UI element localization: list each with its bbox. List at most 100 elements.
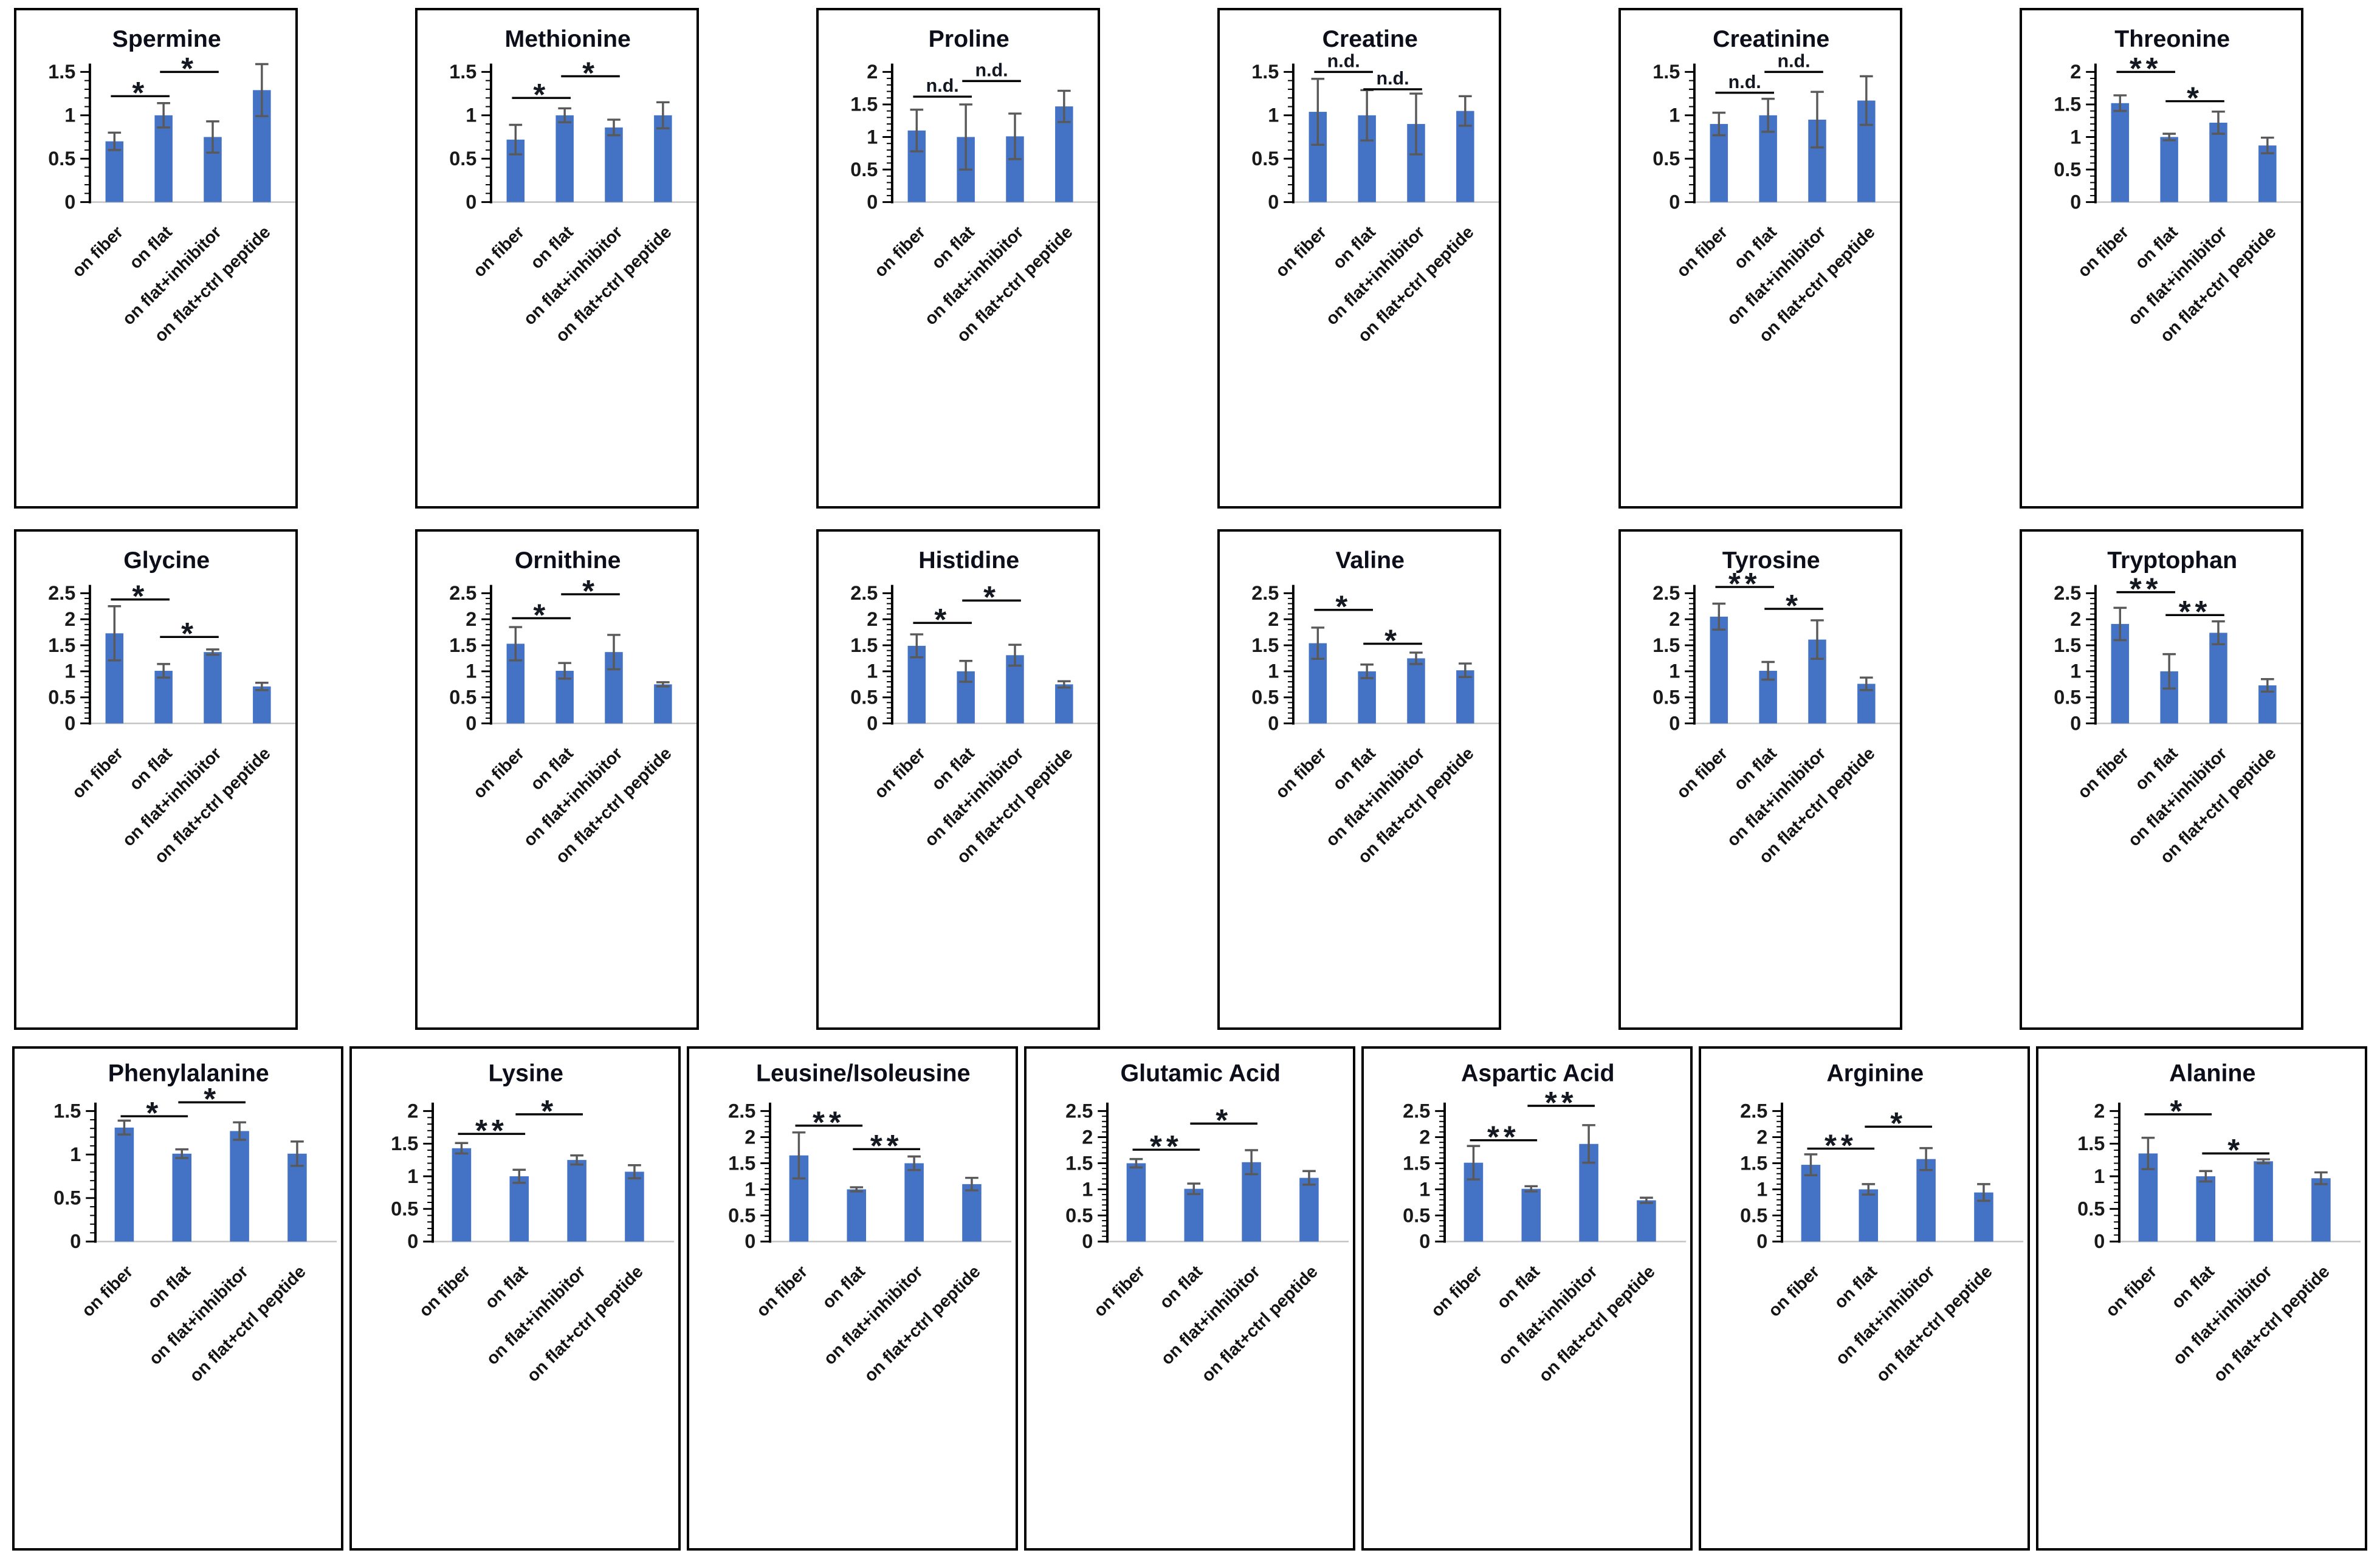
- significance-marker: *: [178, 1082, 246, 1116]
- bar-on-flat-ctrl-peptide: [962, 1184, 982, 1242]
- significance-marker: **: [1715, 566, 1774, 601]
- error-bar: [907, 1155, 921, 1171]
- y-tick-label: 0.5: [1251, 148, 1279, 170]
- y-tick-label: 0: [2070, 712, 2081, 734]
- significance-marker: n.d.: [1715, 72, 1774, 94]
- significance-label: **: [1825, 1128, 1857, 1162]
- significance-label: *: [204, 1082, 220, 1116]
- y-tick-label: 1.5: [2054, 634, 2081, 656]
- significance-label: *: [1335, 589, 1352, 624]
- y-tick-label: 2: [1669, 608, 1680, 630]
- error-bar: [157, 663, 170, 679]
- y-tick-label: 1.5: [1653, 634, 1680, 656]
- error-bar: [255, 63, 269, 117]
- category-label: on fiber: [870, 222, 929, 281]
- significance-marker: *: [120, 1095, 188, 1130]
- bar-on-fiber: [1801, 1165, 1821, 1242]
- y-axis: 0 0.5 1 1.5 2 2.5: [2054, 582, 2097, 734]
- chart-title: Creatine: [1322, 26, 1418, 52]
- category-label: on fiber: [2074, 222, 2133, 281]
- bar-on-flat: [555, 115, 574, 202]
- chart-title: Proline: [929, 26, 1009, 52]
- y-axis: 0 0.5 1 1.5: [53, 1100, 97, 1252]
- chart-panel-methionine: Methionine 0 0.5 1 1.5 * * on fiber on flat on fl…: [415, 8, 699, 509]
- chart-panel-leusine-isoleusine: Leusine/Isoleusine 0 0.5 1 1.5 2 2.5 ** ** on fib…: [687, 1046, 1018, 1551]
- error-bar: [2261, 136, 2274, 154]
- category-label: on flat+inhibitor: [1494, 1262, 1601, 1369]
- y-tick-label: 1: [867, 126, 878, 148]
- y-tick-label: 1.5: [2054, 94, 2081, 115]
- bar-on-flat: [2160, 137, 2178, 202]
- category-label: on flat+inhibitor: [820, 1262, 927, 1369]
- y-tick-label: 1: [867, 660, 878, 682]
- error-bar: [1860, 75, 1873, 126]
- significance-marker: **: [2116, 51, 2175, 86]
- chart-title: Methionine: [504, 26, 630, 52]
- significance-label: *: [2187, 80, 2203, 115]
- error-bar: [2261, 678, 2274, 693]
- significance-marker: *: [561, 55, 620, 90]
- significance-label: *: [132, 578, 148, 613]
- y-tick-label: 2: [64, 608, 75, 630]
- y-tick-label: 1: [1669, 660, 1680, 682]
- chart-panel-phenylalanine: Phenylalanine 0 0.5 1 1.5 * * on fiber on flat on…: [12, 1046, 343, 1551]
- bar-on-fiber: [452, 1148, 472, 1242]
- y-axis: 0 0.5 1 1.5 2 2.5: [1653, 582, 1696, 734]
- bar-on-flat-ctrl-peptide: [1299, 1178, 1319, 1242]
- bar-on-flat-inhibitor: [1916, 1159, 1936, 1242]
- y-tick-label: 1.5: [1251, 634, 1279, 656]
- significance-marker: **: [1807, 1128, 1875, 1162]
- significance-label: **: [475, 1113, 508, 1148]
- bar-on-flat: [2196, 1176, 2216, 1242]
- error-bar: [455, 1142, 469, 1155]
- error-bar: [1524, 1185, 1538, 1193]
- category-label: on fiber: [1764, 1262, 1823, 1321]
- y-tick-label: 1.5: [1740, 1152, 1767, 1174]
- y-tick-label: 2: [2070, 61, 2081, 83]
- error-bar: [1811, 91, 1824, 149]
- significance-marker: *: [561, 574, 620, 608]
- bar-on-flat-ctrl-peptide: [2311, 1178, 2331, 1242]
- y-tick-label: 2.5: [1251, 582, 1279, 604]
- y-tick-label: 1: [407, 1165, 418, 1187]
- error-bar: [117, 1119, 131, 1136]
- y-tick-label: 2: [867, 608, 878, 630]
- chart-panel-tryptophan: Tryptophan 0 0.5 1 1.5 2 2.5 ** ** on fiber on fla…: [2020, 529, 2303, 1030]
- error-bar: [1311, 78, 1325, 146]
- y-tick-label: 0: [64, 191, 75, 213]
- error-bar: [2212, 620, 2225, 646]
- y-axis: 0 0.5 1 1.5 2 2.5: [48, 582, 91, 734]
- significance-marker: **: [1132, 1129, 1200, 1164]
- chart-title: Valine: [1335, 547, 1405, 574]
- chart-panel-creatine: Creatine 0 0.5 1 1.5 n.d. n.d. on fiber on flat o…: [1217, 8, 1501, 509]
- category-label: on flat: [1831, 1262, 1882, 1313]
- significance-marker: *: [1363, 623, 1422, 657]
- significance-marker: *: [111, 75, 170, 110]
- chart-title: Ornithine: [515, 547, 621, 574]
- y-axis: 0 0.5 1 1.5 2: [2077, 1100, 2120, 1252]
- bar-on-fiber: [1710, 616, 1728, 724]
- chart-row-3: Phenylalanine 0 0.5 1 1.5 * * on fiber on flat on…: [12, 1046, 2367, 1551]
- error-bar: [157, 102, 170, 129]
- error-bar: [1459, 95, 1472, 127]
- significance-marker: *: [160, 51, 219, 86]
- error-bar: [959, 660, 972, 683]
- category-label: on fiber: [752, 1262, 811, 1321]
- y-tick-label: 2.5: [1065, 1100, 1093, 1122]
- significance-marker: *: [1764, 588, 1823, 623]
- error-bar: [628, 1164, 641, 1179]
- bar-on-flat-ctrl-peptide: [1456, 670, 1474, 724]
- y-tick-label: 2.5: [48, 582, 75, 604]
- y-tick-label: 0: [466, 191, 476, 213]
- y-tick-label: 1.5: [728, 1152, 755, 1174]
- category-label: on fiber: [1427, 1262, 1486, 1321]
- significance-marker: *: [512, 597, 571, 632]
- y-tick-label: 1: [1268, 660, 1279, 682]
- error-bar: [1761, 660, 1775, 681]
